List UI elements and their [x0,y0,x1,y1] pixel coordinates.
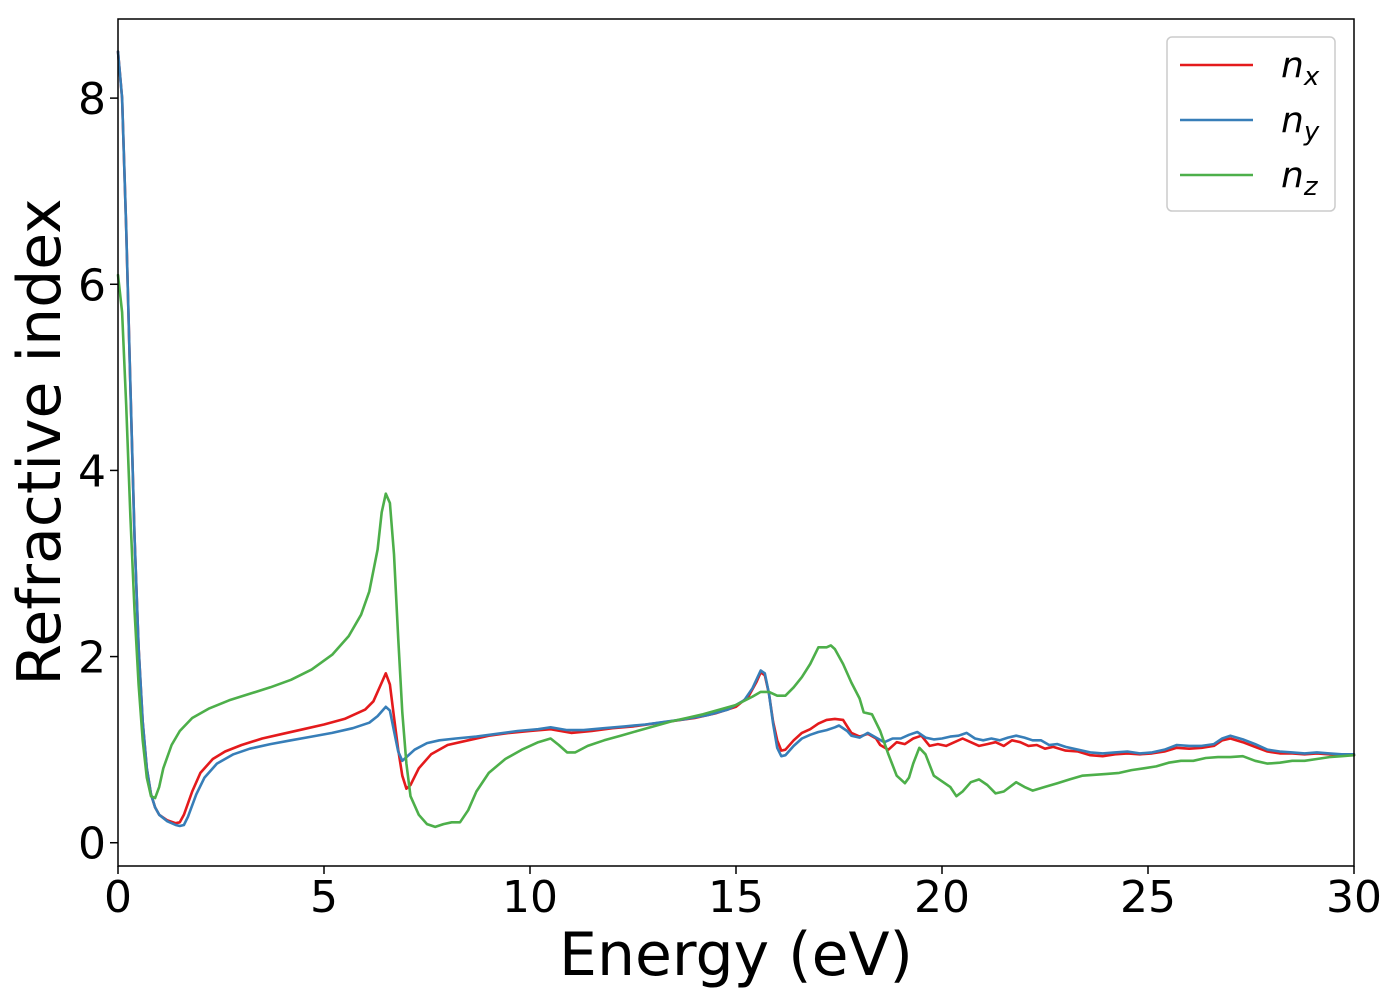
y-tick-label: 6 [78,260,106,311]
series-line-n-x [116,50,1356,825]
x-tick-label: 30 [1326,872,1382,923]
x-axis: 0 5 10 15 20 25 30 [104,866,1382,923]
y-tick-label: 0 [78,819,106,870]
x-tick-label: 15 [708,872,764,923]
x-tick-label: 10 [502,872,558,923]
x-axis-title: Energy (eV) [559,920,913,990]
legend-box [1166,36,1336,212]
y-tick-label: 2 [78,633,106,684]
x-tick-label: 20 [914,872,970,923]
y-axis: 0 2 4 6 8 [78,74,118,870]
y-tick-label: 8 [78,74,106,125]
x-tick-label: 0 [104,872,132,923]
legend: nx ny nz [1166,36,1336,212]
legend-label-n-z: nz [1281,155,1319,202]
plot-frame [117,18,1355,867]
legend-label-n-y: ny [1281,100,1320,147]
series-line-n-y [116,50,1356,828]
plot-lines [116,50,1356,829]
x-tick-label: 25 [1120,872,1176,923]
y-tick-label: 4 [78,446,106,497]
legend-label-n-x: nx [1281,45,1320,92]
y-axis-title: Refractive index [5,198,75,685]
x-tick-label: 5 [310,872,338,923]
series-line-n-z [116,273,1356,829]
